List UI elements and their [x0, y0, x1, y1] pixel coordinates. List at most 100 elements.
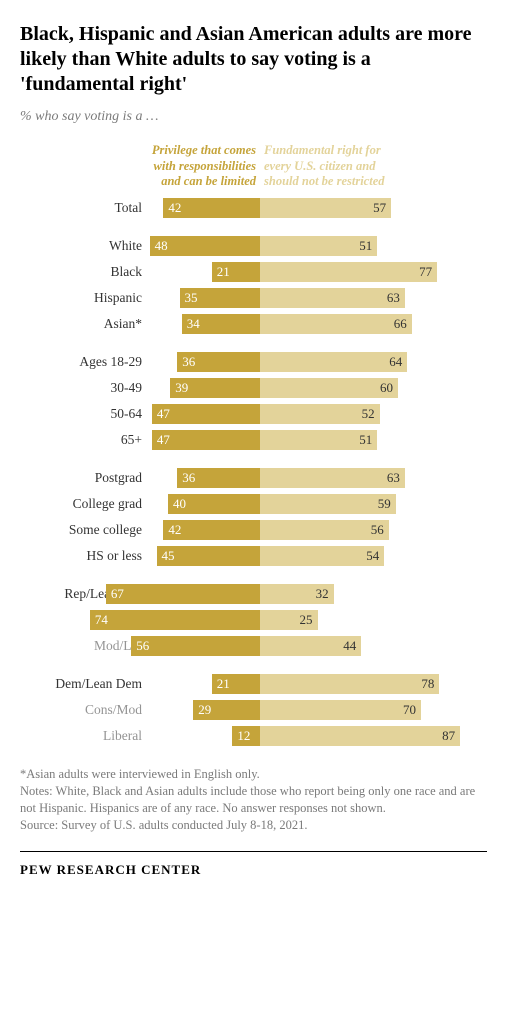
row-label: Cons/Mod	[20, 702, 150, 718]
bar-fundamental-right: 63	[260, 468, 405, 488]
chart-row: Conserv7425	[20, 608, 487, 632]
chart-row: HS or less 45 54	[20, 544, 487, 568]
value-fundamental-right: 56	[371, 522, 384, 538]
bar-container: 47 52	[150, 404, 487, 424]
bar-container: 2178	[150, 674, 487, 694]
bar-privilege: 39	[170, 378, 260, 398]
bar-privilege: 35	[180, 288, 261, 308]
row-label: Ages 18-29	[20, 354, 150, 370]
value-fundamental-right: 87	[442, 728, 455, 744]
chart-row: Liberal1287	[20, 724, 487, 748]
chart-row: 30-49 39 60	[20, 376, 487, 400]
row-label: Total	[20, 200, 150, 216]
chart-row: Postgrad 36 63	[20, 466, 487, 490]
column-headers: Privilege that comes with responsibiliti…	[20, 143, 487, 190]
bar-container: 35 63	[150, 288, 487, 308]
chart-notes: *Asian adults were interviewed in Englis…	[20, 766, 487, 834]
row-label: Hispanic	[20, 290, 150, 306]
row-label: Some college	[20, 522, 150, 538]
bar-fundamental-right: 56	[260, 520, 389, 540]
row-label: 30-49	[20, 380, 150, 396]
bar-fundamental-right: 78	[260, 674, 439, 694]
header-privilege: Privilege that comes with responsibiliti…	[150, 143, 260, 190]
value-fundamental-right: 51	[359, 432, 372, 448]
bar-privilege: 47	[152, 404, 260, 424]
value-privilege: 35	[185, 290, 198, 306]
row-label: Asian*	[20, 316, 150, 332]
bar-fundamental-right: 54	[260, 546, 384, 566]
bar-container: 6732	[150, 584, 487, 604]
bar-container: 45 54	[150, 546, 487, 566]
bar-fundamental-right: 51	[260, 236, 377, 256]
bar-privilege: 34	[182, 314, 260, 334]
value-fundamental-right: 77	[419, 264, 432, 280]
chart-row: Some college4256	[20, 518, 487, 542]
chart-group: Rep/Lean Rep6732Conserv7425Mod/Lib5644	[20, 582, 487, 658]
bar-container: 3466	[150, 314, 487, 334]
chart-group: Total4257	[20, 196, 487, 220]
value-privilege: 47	[157, 406, 170, 422]
bar-privilege: 47	[152, 430, 260, 450]
bar-container: 48 51	[150, 236, 487, 256]
value-fundamental-right: 63	[387, 470, 400, 486]
value-privilege: 36	[182, 354, 195, 370]
bar-container: 5644	[150, 636, 487, 656]
bar-privilege: 29	[193, 700, 260, 720]
value-fundamental-right: 64	[389, 354, 402, 370]
value-privilege: 39	[175, 380, 188, 396]
value-privilege: 21	[217, 264, 230, 280]
chart-row: Mod/Lib5644	[20, 634, 487, 658]
value-privilege: 40	[173, 496, 186, 512]
bar-privilege: 45	[157, 546, 261, 566]
bar-privilege: 21	[212, 262, 260, 282]
value-privilege: 47	[157, 432, 170, 448]
chart-row: Total4257	[20, 196, 487, 220]
chart-group: Postgrad 36 63 College grad 40 59 Some college…	[20, 466, 487, 568]
bar-fundamental-right: 59	[260, 494, 396, 514]
bar-fundamental-right: 64	[260, 352, 407, 372]
chart-row: White 48 51	[20, 234, 487, 258]
value-fundamental-right: 70	[403, 702, 416, 718]
bar-container: 7425	[150, 610, 487, 630]
value-privilege: 56	[136, 638, 149, 654]
chart-group: Dem/Lean Dem2178Cons/Mod2970Liberal1287	[20, 672, 487, 748]
value-privilege: 45	[162, 548, 175, 564]
bar-fundamental-right: 32	[260, 584, 334, 604]
row-label: HS or less	[20, 548, 150, 564]
bar-container: 47 51	[150, 430, 487, 450]
bar-fundamental-right: 44	[260, 636, 361, 656]
value-fundamental-right: 60	[380, 380, 393, 396]
value-fundamental-right: 51	[359, 238, 372, 254]
value-privilege: 67	[111, 586, 124, 602]
row-label: College grad	[20, 496, 150, 512]
value-fundamental-right: 52	[362, 406, 375, 422]
bar-privilege: 36	[177, 352, 260, 372]
bar-fundamental-right: 87	[260, 726, 460, 746]
bar-fundamental-right: 51	[260, 430, 377, 450]
value-fundamental-right: 44	[343, 638, 356, 654]
chart-row: Ages 18-29 36 64	[20, 350, 487, 374]
bar-fundamental-right: 70	[260, 700, 421, 720]
value-fundamental-right: 59	[378, 496, 391, 512]
bar-container: 36 64	[150, 352, 487, 372]
bar-container: 4257	[150, 198, 487, 218]
bar-fundamental-right: 57	[260, 198, 391, 218]
bar-fundamental-right: 63	[260, 288, 405, 308]
row-label: Black	[20, 264, 150, 280]
value-fundamental-right: 54	[366, 548, 379, 564]
bar-privilege: 12	[232, 726, 260, 746]
value-privilege: 48	[155, 238, 168, 254]
row-label: Postgrad	[20, 470, 150, 486]
bar-fundamental-right: 77	[260, 262, 437, 282]
bar-fundamental-right: 60	[260, 378, 398, 398]
chart-row: College grad 40 59	[20, 492, 487, 516]
chart-row: Cons/Mod 29 70	[20, 698, 487, 722]
row-label: White	[20, 238, 150, 254]
bar-privilege: 56	[131, 636, 260, 656]
value-privilege: 36	[182, 470, 195, 486]
bar-container: 4256	[150, 520, 487, 540]
value-fundamental-right: 32	[316, 586, 329, 602]
footer-attribution: PEW RESEARCH CENTER	[20, 862, 487, 878]
chart-row: 65+4751	[20, 428, 487, 452]
bar-container: 40 59	[150, 494, 487, 514]
